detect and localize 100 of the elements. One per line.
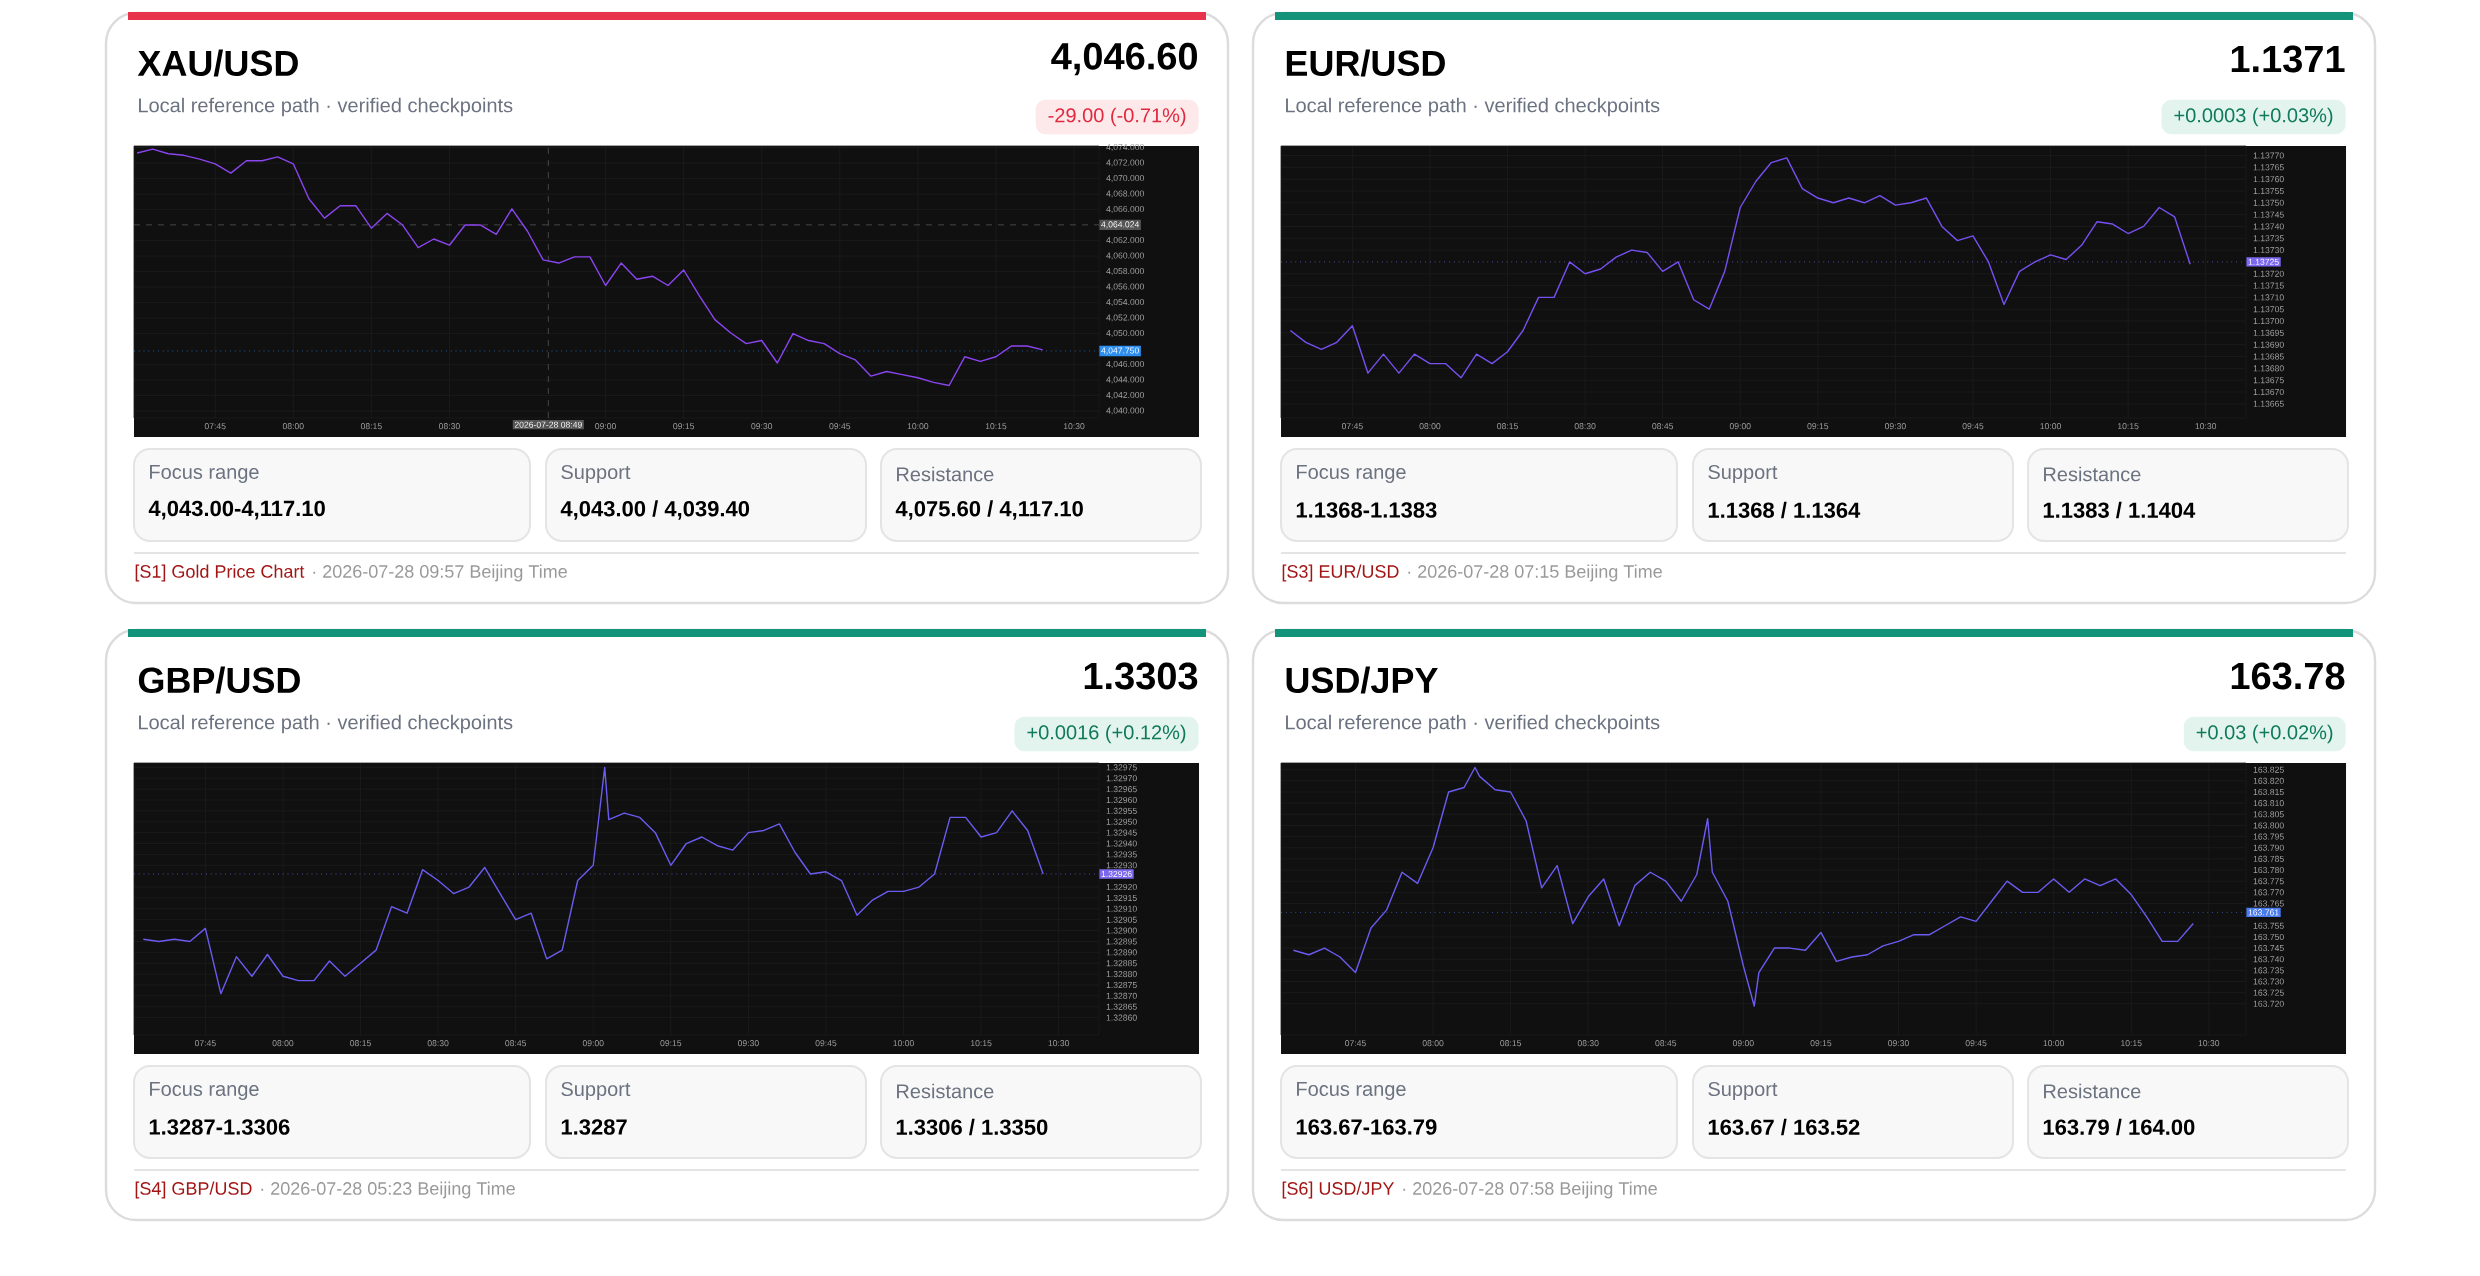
text: +0.0003 (+0.03%) — [2174, 107, 2333, 127]
text: · 2026-07-28 05:23 Beijing Time — [261, 1181, 515, 1199]
x-tick-label: 08:30 — [439, 423, 460, 430]
text: -29.00 (-0.71%) — [1048, 107, 1186, 127]
y-tick-label: 1.13720 — [2253, 270, 2284, 277]
x-tick-label: 08:00 — [1419, 423, 1441, 430]
text: · 2026-07-28 07:58 Beijing Time — [1403, 1181, 1657, 1199]
chart-subtitle: Local reference path · verified checkpoints — [139, 714, 513, 734]
y-tick-label: 1.32935 — [1106, 851, 1137, 858]
text: 1.3306 / 1.3350 — [896, 1118, 1048, 1136]
x-tick-label: 07:45 — [204, 423, 226, 430]
text: 4,043.00-4,117.10 — [148, 500, 325, 520]
y-tick-label: 163.785 — [2253, 855, 2284, 862]
chart-title: XAU/USD — [137, 49, 298, 77]
y-tick-label: 1.13665 — [2253, 400, 2284, 407]
y-tick-label: 1.13755 — [2253, 187, 2284, 194]
text: 1.1371 — [2231, 45, 2345, 73]
chart-subtitle: Local reference path · verified checkpoints — [1286, 714, 1660, 734]
y-tick-label: 1.13730 — [2253, 247, 2284, 254]
y-tick-label: 4,046.000 — [1106, 361, 1145, 369]
y-tick-label: 163.725 — [2253, 989, 2284, 996]
x-tick-label: 09:45 — [1962, 423, 1984, 430]
x-tick-label: 09:00 — [582, 1040, 604, 1047]
line-series — [1292, 766, 2194, 1007]
y-tick-label: 1.13680 — [2253, 365, 2284, 372]
y-tick-label: 163.735 — [2253, 967, 2284, 974]
y-tick-label: 163.755 — [2253, 922, 2284, 929]
x-tick-label: 07:45 — [1345, 1040, 1366, 1047]
y-tick-label: 4,066.000 — [1106, 206, 1145, 214]
x-tick-label: 09:30 — [1888, 1040, 1909, 1047]
y-tick-label: 4,040.000 — [1106, 407, 1145, 415]
y-tick-label: 163.825 — [2253, 766, 2284, 773]
x-tick-label: 10:30 — [2195, 423, 2217, 430]
x-tick-label: 08:45 — [505, 1040, 527, 1047]
x-tick-label: 10:30 — [2198, 1040, 2220, 1047]
y-tick-label: 163.720 — [2253, 1000, 2284, 1007]
y-tick-label: 163.805 — [2253, 811, 2284, 818]
y-tick-label: 163.740 — [2253, 956, 2284, 963]
y-tick-label: 163.750 — [2253, 933, 2284, 940]
ref-line-label: 163.761 — [2248, 909, 2279, 916]
x-tick-label: 10:15 — [2121, 1040, 2142, 1047]
x-tick-label: 10:15 — [985, 423, 1007, 430]
chart-title: EUR/USD — [1286, 49, 1445, 77]
text: 2026-07-28 08:49 — [514, 421, 582, 428]
text: [S6] USD/JPY — [1282, 1181, 1395, 1199]
text: · 2026-07-28 07:15 Beijing Time — [1408, 564, 1662, 582]
y-tick-label: 1.13700 — [2253, 318, 2284, 325]
y-tick-label: 1.32875 — [1106, 981, 1137, 989]
y-tick-label: 1.32860 — [1106, 1014, 1137, 1021]
y-tick-label: 4,074.000 — [1106, 144, 1145, 152]
line-series — [136, 148, 1044, 387]
text: 163.79 / 164.00 — [2043, 1118, 2195, 1136]
y-tick-label: 1.13710 — [2253, 294, 2284, 301]
y-tick-label: 1.13685 — [2253, 353, 2284, 360]
text: 163.67 / 163.52 — [1708, 1118, 1860, 1136]
ref-line-label: 4,047.750 — [1101, 347, 1139, 355]
x-tick-label: 07:45 — [1341, 423, 1363, 430]
text: Focus range — [1297, 1082, 1406, 1100]
x-tick-label: 08:15 — [360, 423, 382, 430]
y-tick-label: 163.815 — [2253, 788, 2284, 796]
text: 1.3287-1.3306 — [149, 1119, 290, 1135]
line-series — [1289, 157, 2191, 379]
text: 1.1368 / 1.1364 — [1708, 501, 1861, 519]
y-tick-label: 4,062.000 — [1106, 237, 1145, 245]
y-tick-label: 4,042.000 — [1106, 392, 1145, 400]
y-tick-label: 163.810 — [2253, 800, 2284, 807]
chart-subtitle: Local reference path · verified checkpoints — [139, 97, 513, 117]
y-tick-label: 163.790 — [2253, 844, 2284, 851]
x-tick-label: 08:00 — [282, 423, 304, 430]
x-tick-label: 08:30 — [1574, 423, 1596, 430]
text: Resistance — [897, 466, 994, 482]
y-tick-label: 1.13695 — [2253, 329, 2284, 336]
y-tick-label: 1.32970 — [1106, 775, 1137, 782]
y-tick-label: 4,060.000 — [1106, 252, 1145, 260]
text: 163.78 — [2231, 662, 2345, 690]
x-tick-label: 08:15 — [1497, 423, 1518, 430]
ref-line-label: 1.13725 — [2248, 258, 2279, 265]
text: Focus range — [150, 465, 259, 483]
x-tick-label: 09:45 — [829, 423, 851, 430]
y-tick-label: 1.32910 — [1106, 905, 1137, 912]
y-tick-label: 1.32885 — [1106, 960, 1137, 967]
text: +0.03 (+0.02%) — [2196, 724, 2333, 744]
text: Focus range — [150, 1082, 259, 1100]
ref-line-label: 4,064.024 — [1101, 221, 1139, 229]
x-tick-label: 07:45 — [194, 1040, 216, 1047]
y-tick-label: 163.795 — [2253, 833, 2284, 840]
x-tick-label: 08:15 — [1500, 1040, 1522, 1047]
y-tick-label: 1.13740 — [2253, 223, 2284, 230]
y-tick-label: 1.32955 — [1106, 807, 1137, 814]
y-tick-label: 4,068.000 — [1106, 190, 1145, 198]
y-tick-label: 4,052.000 — [1106, 314, 1145, 322]
text: [S4] GBP/USD — [135, 1181, 252, 1199]
y-tick-label: 1.32895 — [1106, 938, 1137, 945]
y-tick-label: 1.32960 — [1106, 796, 1137, 804]
text: [S3] EUR/USD — [1282, 564, 1399, 582]
x-tick-label: 10:00 — [2040, 423, 2061, 430]
y-tick-label: 4,072.000 — [1106, 159, 1145, 167]
y-tick-label: 163.770 — [2253, 889, 2284, 896]
x-tick-label: 08:30 — [1577, 1040, 1599, 1047]
text: Resistance — [2044, 466, 2141, 482]
